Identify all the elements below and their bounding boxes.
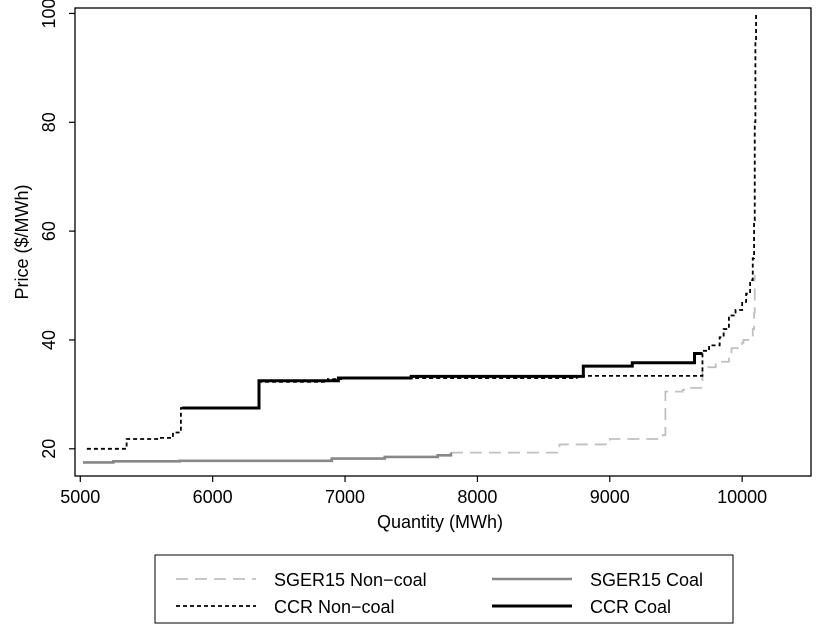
plot-frame [74,7,812,477]
x-tick-label: 10000 [717,487,767,507]
legend-box [154,554,734,624]
x-tick-label: 6000 [193,487,233,507]
y-tick-label: 40 [39,330,59,350]
y-tick-label: 20 [39,439,59,459]
y-tick-label: 60 [39,221,59,241]
y-axis: 20 40 60 80 100 [39,0,75,459]
y-tick-label: 80 [39,112,59,132]
x-tick-label: 9000 [590,487,630,507]
legend-items: SGER15 Non−coal SGER15 Coal CCR Non−coal CC… [176,570,703,617]
series-line-0 [450,274,756,454]
legend-label-0: SGER15 Non−coal [274,570,427,590]
x-axis: 5000 6000 7000 8000 9000 10000 [60,476,767,507]
x-tick-label: 8000 [457,487,497,507]
y-tick-label: 100 [39,0,59,28]
legend: SGER15 Non−coal SGER15 Coal CCR Non−coal CC… [154,554,734,624]
x-tick-label: 7000 [325,487,365,507]
series-line-2 [86,13,757,450]
x-axis-title: Quantity (MWh) [377,512,503,532]
legend-label-1: SGER15 Coal [590,570,703,590]
legend-label-3: CCR Coal [590,597,671,617]
x-tick-label: 5000 [60,487,100,507]
series-line-3 [182,352,703,410]
y-axis-title: Price ($/MWh) [12,184,32,299]
series-layer [82,13,757,464]
legend-label-2: CCR Non−coal [274,597,395,617]
series-line-1 [82,452,453,464]
